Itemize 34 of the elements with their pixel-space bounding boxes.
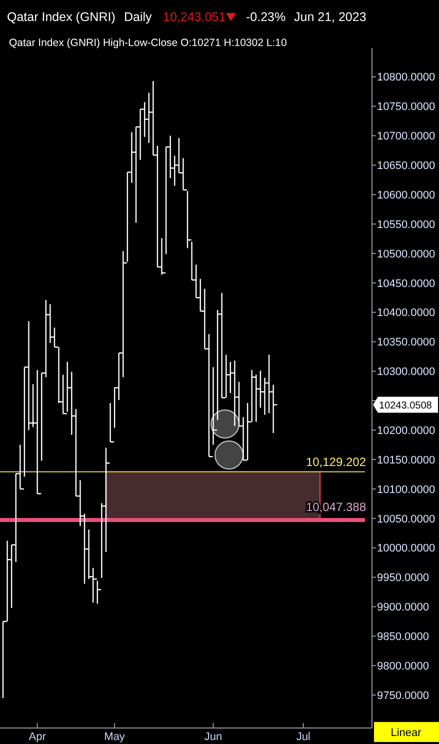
y-tick-label: 9900.0000: [377, 602, 429, 614]
text: 10243.0508: [379, 400, 432, 412]
y-tick-label: 10700.0000: [377, 130, 436, 143]
text: Linear: [390, 727, 422, 739]
y-tick-label: 10450.0000: [377, 278, 436, 290]
y-tick-label: 10800.0000: [377, 72, 436, 84]
y-tick-label: 10300.0000: [377, 366, 436, 378]
y-tick-label: 10100.0000: [377, 484, 436, 496]
y-tick-label: 10600.0000: [377, 189, 436, 202]
chart-subtitle: Qatar Index (GNRI) High-Low-Close O:10271 H:10302 L:10: [9, 37, 287, 49]
y-tick-label: 10200.0000: [377, 424, 436, 437]
x-tick-label: Apr: [28, 731, 46, 743]
y-tick-label: 10150.0000: [377, 454, 436, 466]
x-tick-label: Jul: [296, 731, 310, 743]
y-tick-label: 10550.0000: [377, 218, 436, 231]
y-tick-label: 9800.0000: [377, 660, 429, 672]
x-tick-label: Jun: [204, 731, 222, 743]
text: Daily: [124, 10, 153, 24]
y-tick-label: 10750.0000: [377, 101, 436, 114]
y-tick-label: 10650.0000: [377, 160, 436, 172]
x-tick-label: May: [104, 731, 126, 743]
ref-line-label: 10,129.202: [306, 454, 366, 469]
text: -0.23%: [246, 10, 286, 24]
text: 10,243.051: [163, 10, 226, 24]
y-tick-label: 10050.0000: [377, 513, 436, 526]
text: Jun 21, 2023: [294, 10, 366, 24]
chart-title: Qatar Index (GNRI): [7, 10, 116, 24]
y-tick-label: 10000.0000: [377, 542, 436, 555]
y-tick-label: 9950.0000: [377, 572, 429, 584]
y-tick-label: 9750.0000: [377, 690, 429, 702]
y-tick-label: 10500.0000: [377, 248, 436, 260]
y-tick-label: 9850.0000: [377, 631, 429, 644]
y-tick-label: 10350.0000: [377, 336, 436, 349]
y-tick-label: 10400.0000: [377, 307, 436, 320]
